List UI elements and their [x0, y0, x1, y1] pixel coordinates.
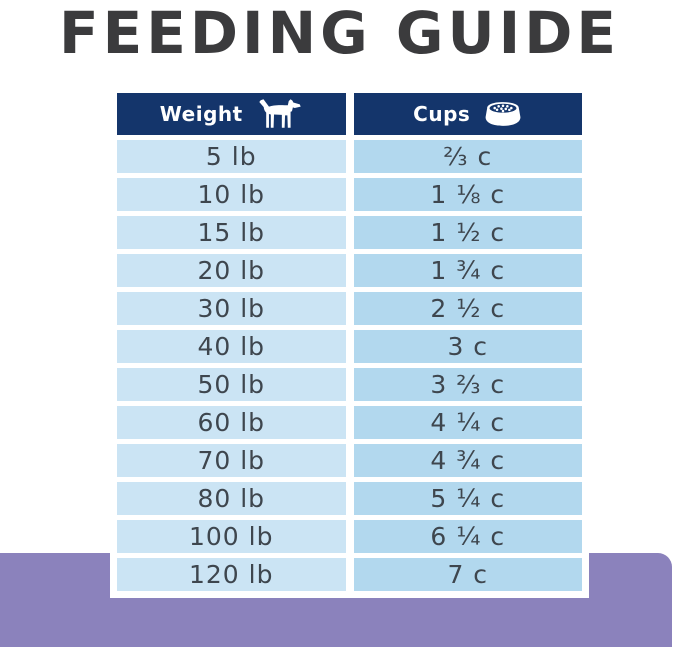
- cups-cell: 3 ⅔ c: [353, 368, 582, 401]
- cups-cell: 3 c: [353, 330, 582, 363]
- weight-column-label: Weight: [159, 102, 243, 126]
- cups-cell: 1 ½ c: [353, 216, 582, 249]
- table-row: 60 lb 4 ¼ c: [117, 406, 582, 439]
- feeding-table-rows: 5 lb ⅔ c 10 lb 1 ⅛ c 15 lb 1 ½ c 20 lb 1…: [117, 140, 582, 591]
- weight-cell: 100 lb: [117, 520, 346, 553]
- table-row: 50 lb 3 ⅔ c: [117, 368, 582, 401]
- cups-cell: 5 ¼ c: [353, 482, 582, 515]
- weight-cell: 50 lb: [117, 368, 346, 401]
- dog-icon: [257, 99, 303, 129]
- table-row: 40 lb 3 c: [117, 330, 582, 363]
- table-row: 5 lb ⅔ c: [117, 140, 582, 173]
- feeding-table: Weight Cups: [110, 93, 589, 598]
- page-title: FEEDING GUIDE: [59, 0, 620, 67]
- weight-cell: 60 lb: [117, 406, 346, 439]
- cups-cell: 1 ¾ c: [353, 254, 582, 287]
- table-row: 80 lb 5 ¼ c: [117, 482, 582, 515]
- table-row: 30 lb 2 ½ c: [117, 292, 582, 325]
- cups-cell: 6 ¼ c: [353, 520, 582, 553]
- cups-cell: ⅔ c: [353, 140, 582, 173]
- weight-cell: 10 lb: [117, 178, 346, 211]
- cups-cell: 4 ¼ c: [353, 406, 582, 439]
- weight-cell: 15 lb: [117, 216, 346, 249]
- cups-column-label: Cups: [413, 102, 471, 126]
- weight-column-header: Weight: [117, 93, 346, 135]
- cups-cell: 4 ¾ c: [353, 444, 582, 477]
- weight-cell: 120 lb: [117, 558, 346, 591]
- food-bowl-icon: [484, 101, 522, 127]
- cups-cell: 2 ½ c: [353, 292, 582, 325]
- weight-cell: 30 lb: [117, 292, 346, 325]
- weight-cell: 80 lb: [117, 482, 346, 515]
- table-row: 20 lb 1 ¾ c: [117, 254, 582, 287]
- table-row: 70 lb 4 ¾ c: [117, 444, 582, 477]
- table-row: 120 lb 7 c: [117, 558, 582, 591]
- cups-column-header: Cups: [353, 93, 582, 135]
- table-row: 10 lb 1 ⅛ c: [117, 178, 582, 211]
- feeding-table-header: Weight Cups: [117, 93, 582, 135]
- cups-cell: 1 ⅛ c: [353, 178, 582, 211]
- weight-cell: 5 lb: [117, 140, 346, 173]
- table-row: 15 lb 1 ½ c: [117, 216, 582, 249]
- weight-cell: 40 lb: [117, 330, 346, 363]
- weight-cell: 20 lb: [117, 254, 346, 287]
- weight-cell: 70 lb: [117, 444, 346, 477]
- table-row: 100 lb 6 ¼ c: [117, 520, 582, 553]
- cups-cell: 7 c: [353, 558, 582, 591]
